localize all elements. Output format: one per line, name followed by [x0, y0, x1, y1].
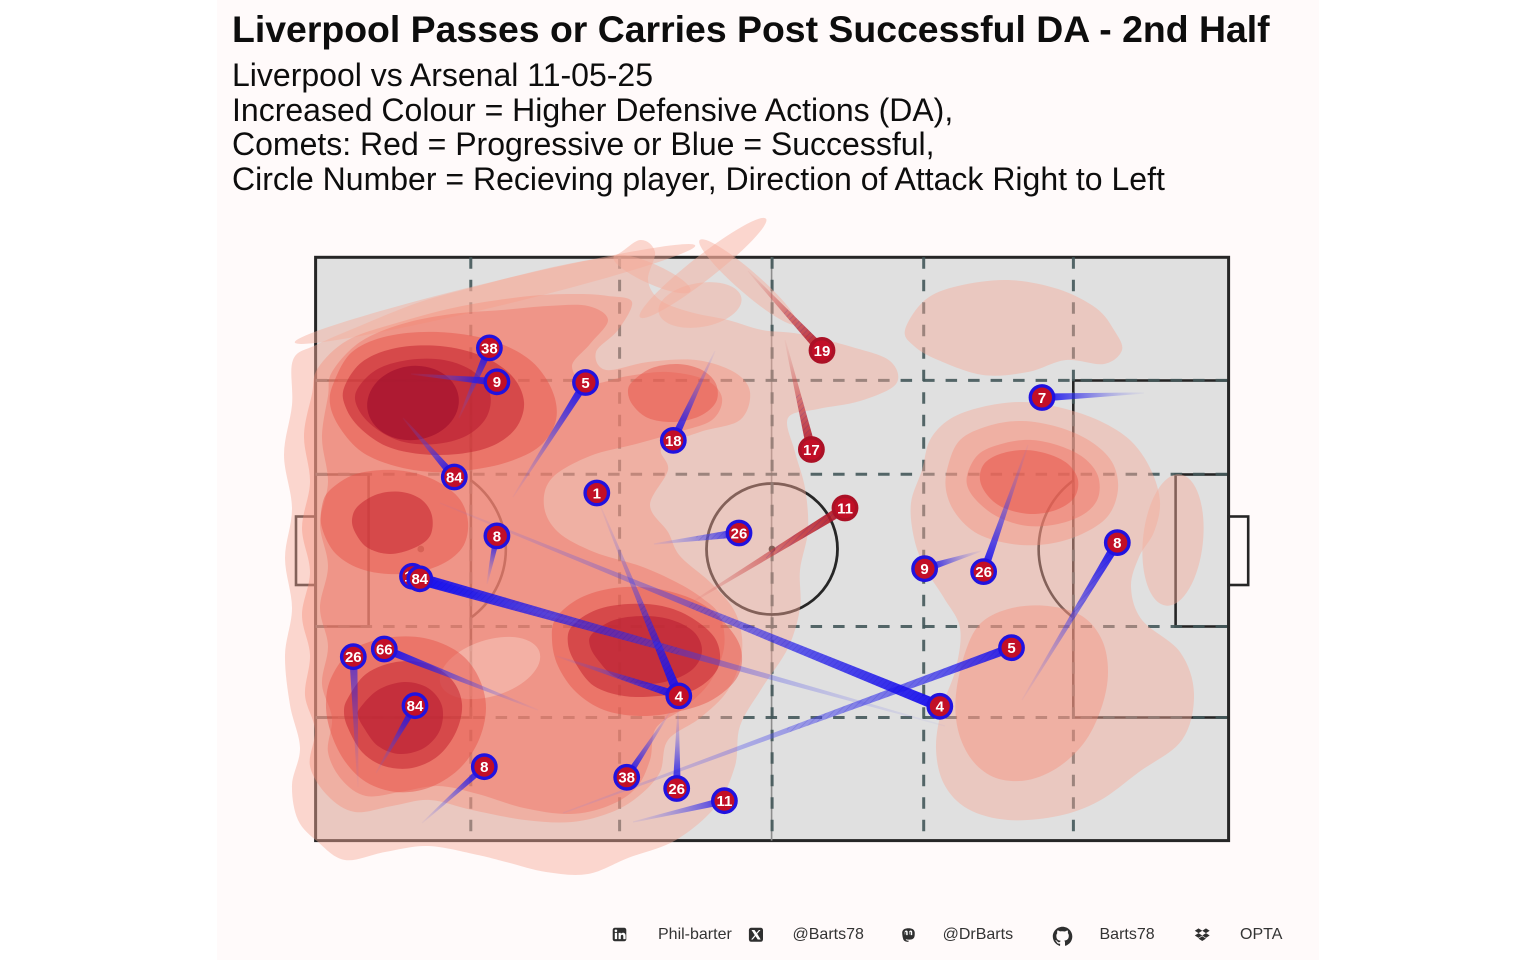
svg-text:7: 7: [1038, 390, 1046, 407]
svg-text:26: 26: [345, 649, 362, 666]
svg-text:26: 26: [668, 781, 685, 798]
svg-text:1: 1: [593, 485, 601, 502]
svg-text:11: 11: [716, 793, 732, 810]
svg-text:26: 26: [975, 564, 992, 581]
svg-text:9: 9: [920, 561, 928, 578]
svg-text:17: 17: [803, 442, 820, 459]
svg-text:8: 8: [480, 759, 488, 776]
svg-text:19: 19: [814, 343, 831, 360]
svg-text:38: 38: [618, 770, 635, 787]
svg-text:18: 18: [665, 433, 682, 450]
svg-text:8: 8: [493, 528, 501, 545]
svg-text:8: 8: [1113, 535, 1121, 552]
svg-text:11: 11: [837, 500, 853, 517]
svg-text:4: 4: [936, 699, 945, 716]
svg-text:5: 5: [1007, 640, 1015, 657]
svg-text:26: 26: [731, 525, 748, 542]
svg-text:4: 4: [675, 688, 684, 705]
svg-text:5: 5: [581, 375, 589, 392]
svg-text:38: 38: [481, 340, 498, 357]
svg-text:84: 84: [407, 698, 424, 715]
svg-text:9: 9: [493, 374, 501, 391]
svg-text:84: 84: [411, 571, 428, 588]
svg-text:66: 66: [376, 641, 393, 658]
svg-text:84: 84: [446, 469, 463, 486]
